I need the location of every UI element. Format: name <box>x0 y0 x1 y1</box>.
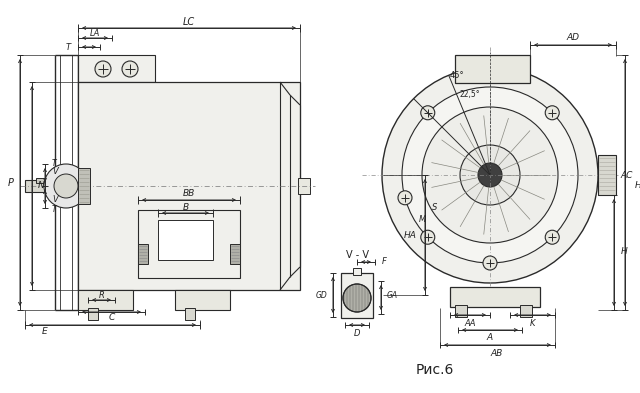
Circle shape <box>545 230 559 244</box>
Bar <box>138 244 148 264</box>
Circle shape <box>420 106 435 120</box>
Text: V: V <box>52 195 58 204</box>
Text: HA: HA <box>404 231 417 239</box>
Circle shape <box>54 174 78 198</box>
Bar <box>353 268 361 275</box>
Text: GA: GA <box>387 290 398 299</box>
Circle shape <box>460 145 520 205</box>
Bar <box>138 210 240 278</box>
Bar <box>450 287 540 307</box>
Bar <box>298 178 310 194</box>
Bar <box>598 155 616 195</box>
Bar <box>78 290 133 310</box>
Text: P: P <box>8 178 14 188</box>
Text: LA: LA <box>90 29 100 37</box>
Text: AB: AB <box>491 349 503 358</box>
Text: LC: LC <box>183 17 195 27</box>
Text: C: C <box>109 314 115 323</box>
Text: E: E <box>42 327 48 336</box>
Text: R: R <box>99 290 105 299</box>
Text: GD: GD <box>316 290 327 299</box>
Bar <box>520 305 532 317</box>
Circle shape <box>483 256 497 270</box>
Circle shape <box>44 164 88 208</box>
Text: K: K <box>531 318 536 327</box>
Circle shape <box>382 67 598 283</box>
Bar <box>185 308 195 320</box>
Bar <box>36 178 52 183</box>
Bar <box>341 273 373 318</box>
Bar <box>25 180 55 192</box>
Circle shape <box>420 230 435 244</box>
Text: D: D <box>354 329 360 338</box>
Text: T: T <box>66 42 71 51</box>
Text: 22,5°: 22,5° <box>460 90 481 99</box>
Bar <box>78 168 90 204</box>
Text: AA: AA <box>464 318 476 327</box>
Text: M: M <box>419 215 426 224</box>
Circle shape <box>343 284 371 312</box>
Text: 45°: 45° <box>450 70 465 79</box>
Text: H: H <box>621 248 628 257</box>
Text: T: T <box>52 204 56 213</box>
Circle shape <box>422 107 558 243</box>
Text: Рис.6: Рис.6 <box>416 363 454 377</box>
Text: S: S <box>431 202 437 211</box>
Text: AD: AD <box>566 33 579 42</box>
Text: AC: AC <box>620 171 632 180</box>
Text: B: B <box>183 202 189 211</box>
Bar <box>455 305 467 317</box>
Text: T: T <box>52 158 56 167</box>
Circle shape <box>95 61 111 77</box>
Circle shape <box>545 106 559 120</box>
Text: BB: BB <box>183 189 195 198</box>
Bar <box>78 55 155 82</box>
Circle shape <box>398 191 412 205</box>
Circle shape <box>402 87 578 263</box>
Text: V: V <box>52 167 58 176</box>
Circle shape <box>122 61 138 77</box>
Bar <box>455 55 530 83</box>
Bar <box>78 82 300 290</box>
Text: F: F <box>382 257 387 266</box>
Bar <box>158 220 213 260</box>
Bar <box>175 290 230 310</box>
Bar <box>88 308 98 320</box>
Text: ВЕНТОЛ: ВЕНТОЛ <box>112 218 228 242</box>
Text: HD: HD <box>635 180 640 189</box>
Text: A: A <box>487 334 493 343</box>
Bar <box>230 244 240 264</box>
Text: N: N <box>38 182 45 191</box>
Text: V - V: V - V <box>346 250 369 260</box>
Circle shape <box>478 163 502 187</box>
